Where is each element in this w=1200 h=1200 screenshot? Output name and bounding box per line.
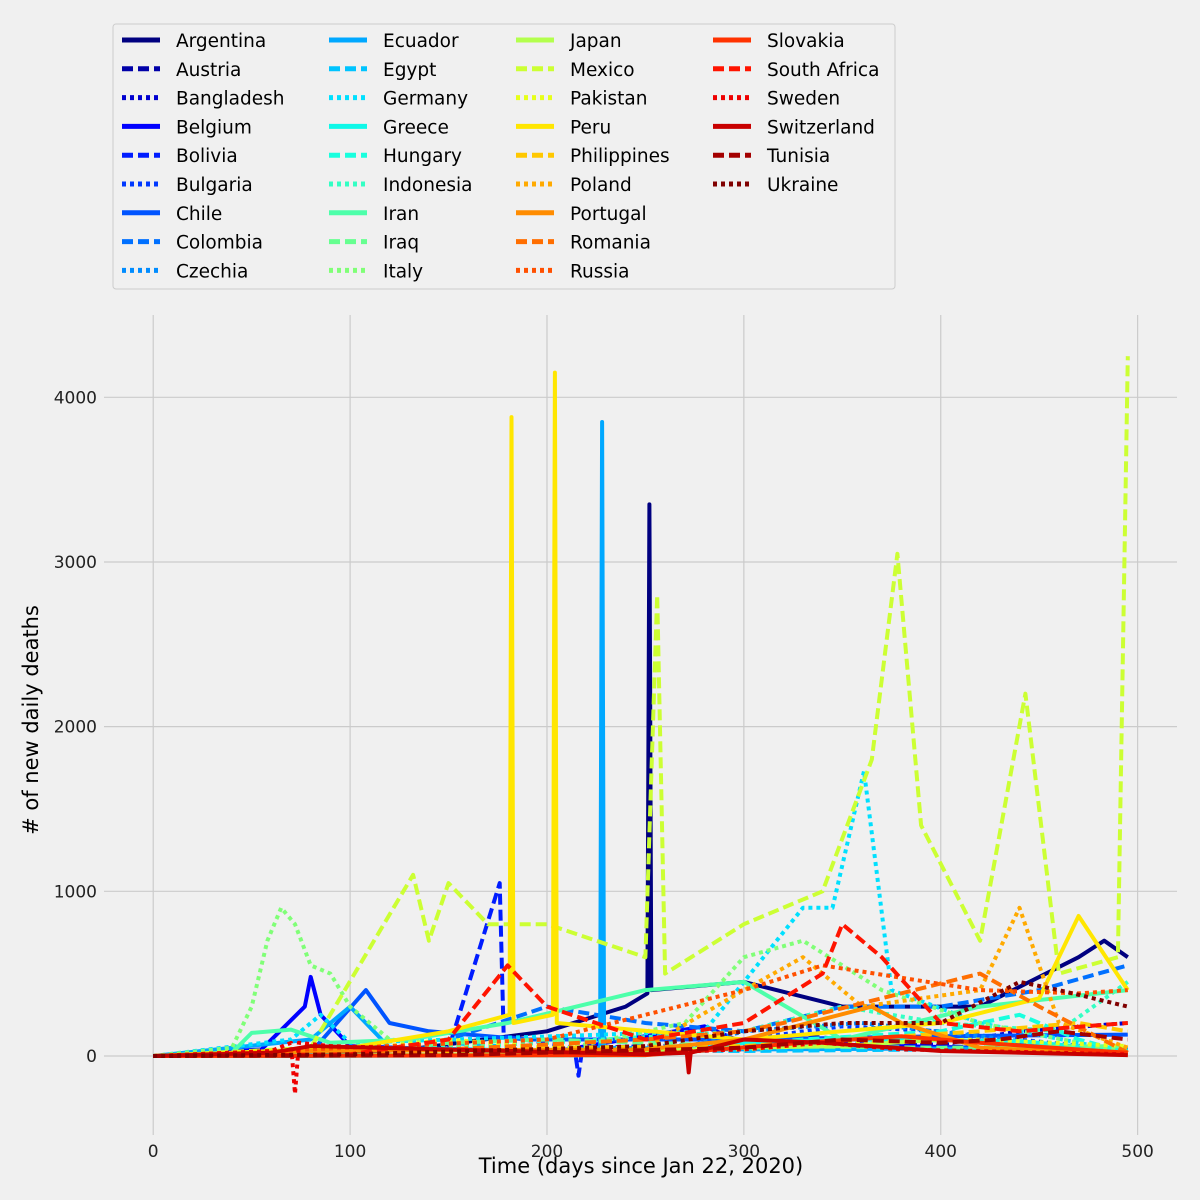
legend-label: Bulgaria bbox=[176, 175, 253, 196]
legend-label: Portugal bbox=[570, 204, 647, 225]
y-tick-label: 4000 bbox=[54, 388, 97, 408]
y-tick-label: 3000 bbox=[54, 553, 97, 573]
series-line-ukraine bbox=[153, 979, 1129, 1058]
legend-label: Italy bbox=[383, 261, 423, 282]
series-line-mexico bbox=[153, 356, 1130, 1058]
legend-label: Japan bbox=[569, 31, 622, 52]
series-line-hungary bbox=[153, 1012, 1129, 1058]
legend-label: Iran bbox=[383, 204, 419, 225]
series-line-switzerland bbox=[153, 1037, 1128, 1075]
legend-label: Romania bbox=[570, 233, 651, 254]
x-tick-label: 400 bbox=[925, 1142, 957, 1162]
series-line-slovakia bbox=[153, 1034, 1128, 1058]
legend-label: Egypt bbox=[383, 60, 436, 81]
series-line-italy bbox=[152, 905, 1129, 1058]
y-tick-label: 1000 bbox=[54, 882, 97, 902]
legend-label: Mexico bbox=[570, 60, 635, 81]
legend-label: Pakistan bbox=[570, 89, 647, 110]
plot-lines bbox=[152, 356, 1130, 1096]
legend-label: Russia bbox=[570, 261, 630, 282]
legend: Argentina Austria Bangladesh Belgium Bolivia… bbox=[112, 23, 896, 290]
legend-label: Ecuador bbox=[383, 31, 459, 52]
legend-label: Hungary bbox=[383, 146, 462, 167]
x-tick-label: 100 bbox=[334, 1142, 366, 1162]
legend-label: Czechia bbox=[176, 261, 248, 282]
legend-label: Bolivia bbox=[176, 146, 238, 167]
legend-label: Argentina bbox=[176, 31, 266, 52]
series-line-iran bbox=[153, 979, 1129, 1058]
y-axis-label: # of new daily deaths bbox=[19, 605, 43, 835]
legend-label: Belgium bbox=[176, 117, 252, 138]
x-tick-label: 200 bbox=[531, 1142, 563, 1162]
legend-label: Austria bbox=[176, 60, 241, 81]
series-line-romania bbox=[153, 971, 1129, 1058]
x-tick-label: 0 bbox=[148, 1142, 159, 1162]
legend-label: South Africa bbox=[767, 60, 879, 81]
legend-label: Greece bbox=[383, 117, 449, 138]
legend-label: Indonesia bbox=[383, 175, 472, 196]
legend-label: Bangladesh bbox=[176, 89, 284, 110]
legend-label: Sweden bbox=[767, 89, 840, 110]
legend-label: Iraq bbox=[383, 233, 419, 254]
x-axis-label: Time (days since Jan 22, 2020) bbox=[478, 1154, 804, 1178]
legend-label: Germany bbox=[383, 89, 468, 110]
legend-label: Slovakia bbox=[767, 31, 845, 52]
grid bbox=[104, 315, 1177, 1135]
legend-label: Colombia bbox=[176, 233, 263, 254]
legend-label: Tunisia bbox=[766, 146, 830, 167]
legend-label: Peru bbox=[570, 117, 611, 138]
legend-label: Poland bbox=[570, 175, 632, 196]
series-line-south-africa bbox=[153, 922, 1128, 1058]
x-tick-label: 500 bbox=[1121, 1142, 1153, 1162]
y-tick-label: 2000 bbox=[54, 718, 97, 738]
ticks: 0 100 200 300 400 500 0 1000 2000 3000 4000 bbox=[54, 388, 1154, 1162]
legend-label: Switzerland bbox=[767, 117, 875, 138]
y-tick-label: 0 bbox=[86, 1047, 97, 1067]
x-tick-label: 300 bbox=[728, 1142, 760, 1162]
series-line-germany bbox=[152, 769, 1129, 1058]
legend-label: Philippines bbox=[570, 146, 670, 167]
legend-frame bbox=[112, 23, 896, 290]
series-line-tunisia bbox=[153, 1029, 1129, 1058]
legend-label: Chile bbox=[176, 204, 222, 225]
legend-label: Ukraine bbox=[767, 175, 838, 196]
